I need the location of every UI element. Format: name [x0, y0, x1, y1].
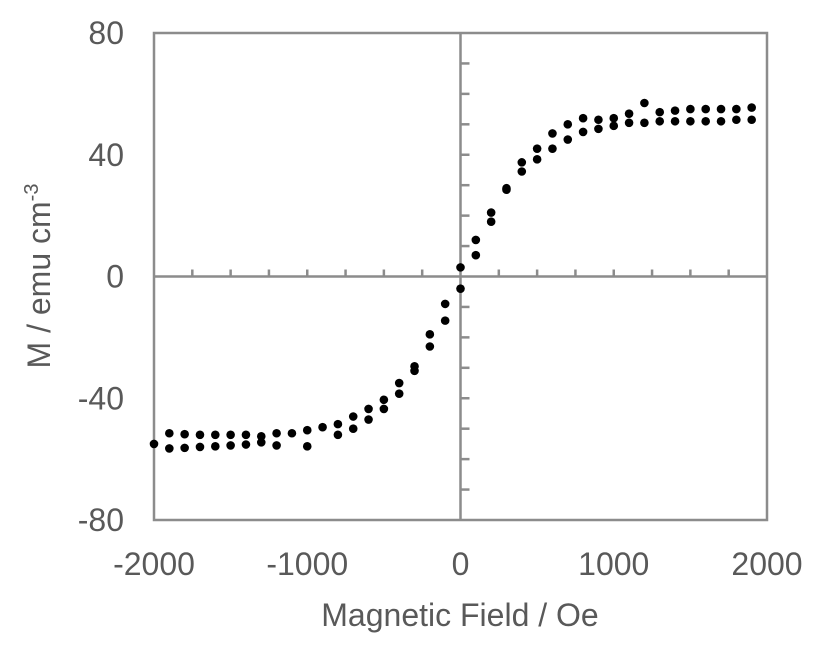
data-point — [548, 144, 557, 153]
data-point — [747, 103, 756, 112]
data-point — [440, 316, 450, 325]
x-tick-label: 0 — [452, 546, 470, 582]
x-axis-title: Magnetic Field / Oe — [321, 597, 598, 633]
data-point — [701, 104, 710, 114]
data-point — [456, 284, 465, 293]
data-point — [410, 361, 419, 371]
data-point — [440, 299, 450, 309]
data-point — [548, 129, 557, 138]
data-point — [165, 428, 174, 438]
data-point — [333, 430, 343, 440]
data-point — [241, 440, 251, 449]
y-tick-label: -40 — [78, 380, 124, 416]
data-point — [394, 378, 404, 388]
data-point — [379, 395, 389, 405]
data-point — [747, 115, 756, 125]
data-point — [732, 115, 741, 125]
data-point — [517, 167, 527, 176]
data-point — [563, 120, 573, 129]
data-point — [211, 442, 220, 451]
data-point — [333, 419, 343, 429]
data-point — [640, 118, 649, 128]
data-point — [517, 158, 527, 167]
data-point — [655, 116, 665, 126]
data-point — [379, 404, 389, 414]
data-point — [456, 263, 465, 272]
data-point — [348, 424, 358, 433]
data-point — [256, 431, 266, 441]
data-points — [149, 98, 756, 453]
data-point — [302, 425, 312, 435]
data-point — [609, 113, 619, 123]
y-tick-label: 80 — [88, 15, 124, 51]
x-tick-label: -2000 — [113, 546, 195, 582]
data-point — [732, 104, 741, 114]
data-point — [241, 430, 251, 440]
data-point — [532, 144, 542, 153]
x-tick-label: -1000 — [266, 546, 348, 582]
y-axis-title-main: M / emu cm — [21, 201, 57, 368]
y-minor-ticks — [460, 62, 470, 491]
data-point — [532, 155, 542, 164]
data-point — [563, 135, 573, 144]
data-point — [486, 217, 496, 227]
data-point — [272, 441, 281, 450]
data-point — [272, 428, 281, 438]
data-point — [670, 106, 680, 115]
data-point — [486, 208, 496, 217]
x-tick-label: 1000 — [578, 546, 649, 582]
data-point — [364, 415, 373, 424]
data-point — [211, 430, 220, 440]
data-point — [471, 250, 481, 260]
data-point — [195, 430, 205, 440]
data-point — [149, 439, 159, 449]
data-point — [624, 109, 634, 118]
data-point — [348, 412, 358, 421]
data-point — [716, 104, 726, 114]
data-point — [578, 127, 588, 137]
data-point — [287, 428, 297, 438]
data-point — [471, 235, 481, 245]
data-point — [578, 113, 588, 123]
x-tick-label: 2000 — [731, 546, 802, 582]
data-point — [655, 107, 665, 117]
y-tick-label: 0 — [106, 259, 124, 295]
data-point — [256, 438, 266, 447]
data-point — [609, 121, 619, 131]
data-point — [302, 442, 312, 451]
data-point — [502, 183, 511, 193]
data-point — [624, 118, 634, 128]
data-point — [364, 404, 373, 414]
data-point — [716, 116, 726, 126]
data-point — [701, 116, 710, 126]
data-point — [226, 441, 235, 450]
x-tick-labels: -2000 -1000 0 1000 2000 — [113, 546, 803, 582]
data-point — [226, 430, 235, 440]
data-point — [394, 389, 404, 398]
data-point — [318, 422, 327, 432]
y-tick-label: -80 — [78, 502, 124, 538]
y-tick-labels: -80 -40 0 40 80 — [78, 15, 124, 538]
data-point — [594, 115, 603, 125]
data-point — [180, 443, 189, 453]
x-minor-ticks — [191, 269, 730, 277]
data-point — [686, 116, 695, 126]
y-axis-title-superscript: -3 — [21, 184, 43, 202]
data-point — [640, 98, 649, 108]
data-point — [165, 444, 174, 453]
y-axis-title: M / emu cm-3 — [21, 184, 57, 369]
data-point — [425, 342, 435, 351]
y-tick-label: 40 — [88, 137, 124, 173]
data-point — [195, 442, 205, 452]
data-point — [686, 104, 695, 114]
data-point — [180, 429, 189, 439]
data-point — [670, 116, 680, 126]
data-point — [594, 124, 603, 134]
data-point — [425, 330, 435, 339]
